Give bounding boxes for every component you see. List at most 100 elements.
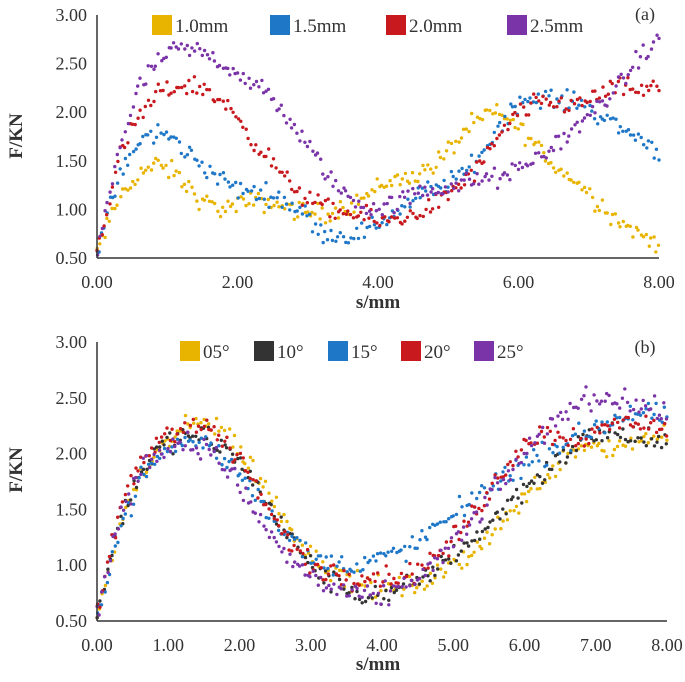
data-point — [162, 446, 167, 451]
data-point — [603, 423, 607, 427]
data-point — [506, 469, 511, 473]
data-point — [646, 401, 651, 406]
data-point — [329, 587, 333, 591]
data-point — [202, 424, 206, 429]
data-point — [314, 557, 318, 561]
data-point — [217, 433, 221, 437]
data-point — [126, 484, 130, 488]
data-point — [472, 170, 477, 175]
y-tick-label: 3.00 — [56, 5, 88, 25]
data-point — [426, 180, 430, 184]
data-point — [191, 417, 195, 422]
data-point — [165, 435, 169, 440]
data-point — [267, 516, 271, 520]
data-point — [188, 423, 193, 428]
data-point — [134, 466, 138, 470]
data-point — [522, 463, 526, 467]
data-point — [300, 555, 305, 559]
data-point — [462, 519, 466, 523]
data-point — [524, 455, 529, 459]
data-point — [411, 199, 415, 203]
data-point — [289, 126, 294, 130]
data-point — [313, 212, 317, 216]
data-point — [195, 199, 199, 203]
data-point — [421, 193, 425, 198]
data-point — [372, 219, 376, 224]
data-point — [337, 560, 341, 564]
data-point — [115, 203, 119, 207]
data-point — [482, 148, 486, 152]
data-point — [346, 209, 350, 213]
data-point — [403, 205, 407, 209]
data-point — [311, 149, 315, 153]
data-point — [444, 149, 449, 153]
data-point — [110, 206, 114, 211]
data-point — [600, 198, 605, 202]
data-point — [295, 536, 299, 540]
data-point — [221, 66, 226, 71]
data-point — [509, 102, 513, 106]
data-point — [152, 67, 156, 72]
data-point — [300, 563, 305, 567]
data-point — [279, 515, 283, 519]
data-point — [235, 453, 239, 457]
data-point — [293, 560, 297, 564]
data-point — [288, 552, 292, 556]
data-point — [324, 555, 328, 559]
data-point — [246, 466, 251, 470]
data-point — [645, 146, 649, 150]
series-1.5mm — [95, 88, 661, 254]
data-point — [347, 594, 351, 598]
data-point — [269, 530, 274, 534]
data-point — [342, 587, 346, 591]
data-point — [511, 117, 515, 122]
data-point — [550, 417, 555, 421]
data-point — [190, 46, 194, 50]
data-point — [305, 547, 310, 552]
data-point — [300, 129, 304, 133]
data-point — [390, 215, 394, 219]
data-point — [263, 479, 268, 483]
data-point — [244, 486, 248, 490]
data-point — [225, 475, 230, 479]
data-point — [288, 208, 292, 212]
data-point — [359, 196, 363, 200]
data-point — [323, 221, 328, 225]
data-point — [211, 51, 215, 55]
data-point — [582, 429, 587, 433]
data-point — [519, 448, 524, 452]
data-point — [454, 559, 459, 563]
data-point — [329, 590, 333, 594]
data-point — [119, 514, 123, 518]
data-point — [449, 141, 454, 146]
data-point — [187, 145, 192, 149]
legend-swatch-2.0mm — [386, 15, 406, 35]
data-point — [542, 435, 546, 439]
data-point — [121, 172, 125, 176]
data-point — [363, 555, 367, 560]
data-point — [505, 173, 510, 177]
data-point — [207, 199, 212, 203]
data-point — [179, 151, 183, 156]
data-point — [593, 111, 597, 115]
data-point — [223, 439, 227, 443]
data-point — [108, 190, 112, 194]
data-point — [97, 613, 101, 617]
data-point — [201, 92, 205, 97]
data-point — [362, 218, 366, 222]
data-point — [492, 130, 496, 135]
data-point — [664, 434, 669, 438]
data-point — [164, 130, 169, 134]
data-point — [502, 123, 507, 128]
data-point — [575, 120, 579, 125]
data-point — [493, 473, 497, 477]
data-point — [646, 139, 651, 143]
data-point — [549, 88, 553, 92]
data-point — [600, 423, 604, 427]
data-point — [344, 212, 349, 216]
data-point — [313, 222, 318, 226]
data-point — [408, 201, 412, 206]
data-point — [477, 490, 482, 495]
data-point — [405, 215, 410, 219]
data-point — [136, 178, 140, 182]
